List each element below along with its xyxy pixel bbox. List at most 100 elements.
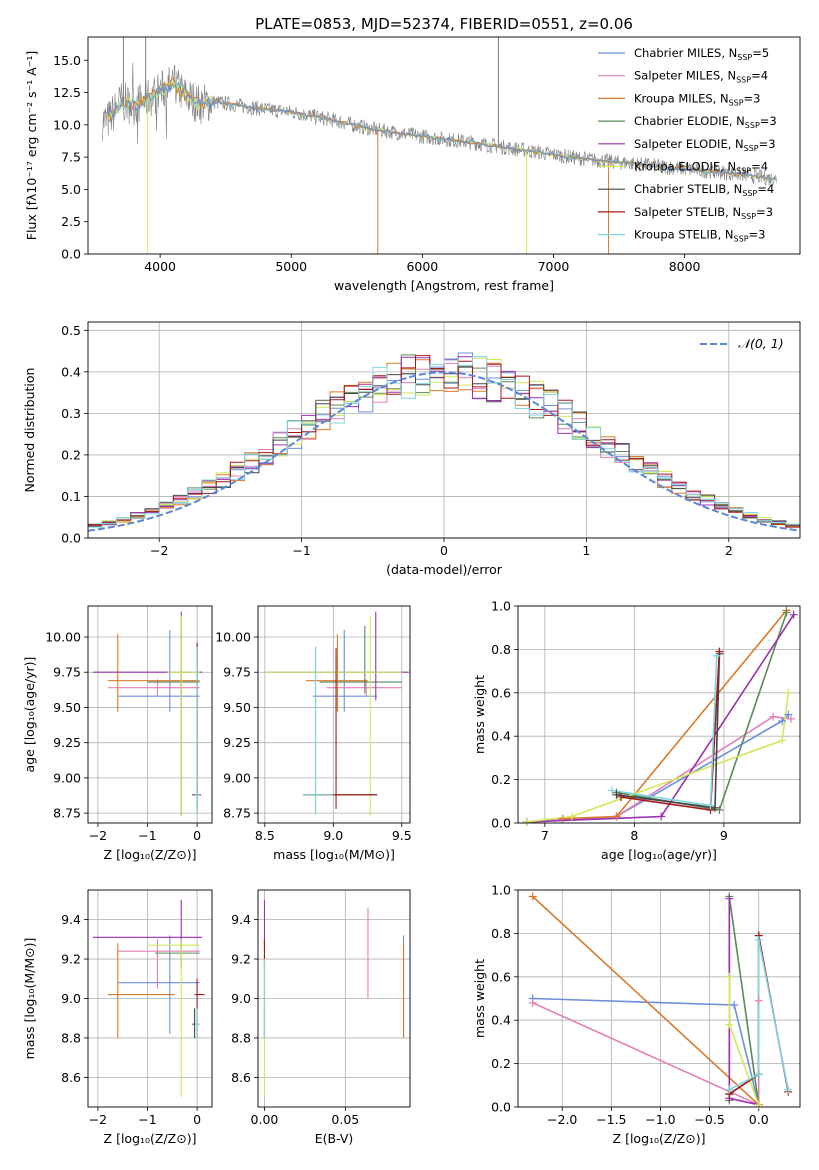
weight-point-salpeter-elodie [657, 812, 666, 821]
y-axis-label: mass [log₁₀(M/M⊙)] [22, 938, 37, 1060]
legend-entry-name: Kroupa MILES, N [634, 91, 729, 105]
weight-point-kroupa-elodie [725, 1020, 734, 1029]
legend-entry-sub: SSP [734, 235, 749, 244]
weight-point-kroupa-miles [612, 812, 621, 821]
legend-entry-name: Chabrier MILES, N [634, 46, 737, 60]
weight-point-salpeter-stelib [616, 792, 625, 801]
weight-point-kroupa-miles [528, 892, 537, 901]
axes-frame [257, 889, 411, 1108]
legend-entry: Kroupa ELODIE, NSSP=4 [634, 160, 768, 176]
legend-entry-sub: SSP [729, 98, 744, 107]
x-tick-label: −1 [138, 828, 156, 843]
weight-point-kroupa-stelib [754, 1070, 763, 1079]
legend-entry-sub: SSP [736, 76, 751, 85]
legend-entry-name: Salpeter ELODIE, N [634, 137, 744, 151]
x-tick-label: 0 [193, 1112, 201, 1127]
y-tick-label: 7.5 [61, 150, 81, 165]
x-tick-label: 7000 [538, 259, 570, 274]
legend-entry-count: =3 [744, 91, 761, 105]
y-tick-label: 8.8 [231, 1030, 251, 1045]
y-tick-label: 8.75 [223, 806, 251, 821]
y-tick-label: 0.0 [491, 1100, 511, 1115]
y-axis-label: mass weight [472, 959, 487, 1038]
plot-area [102, 37, 777, 254]
y-tick-label: 0.1 [61, 489, 81, 504]
x-tick-label: 5000 [275, 259, 307, 274]
legend-entry-name: Salpeter STELIB, N [634, 205, 741, 219]
weight-line-kroupa-miles [532, 895, 760, 1106]
y-tick-label: 9.50 [53, 700, 81, 715]
weight-point-chabrier-elodie [782, 608, 791, 617]
y-tick-label: 2.5 [61, 214, 81, 229]
weight-line-kroupa-stelib [728, 939, 789, 1091]
x-tick-label: 9.5 [392, 828, 412, 843]
x-axis-label: (data-model)/error [386, 562, 503, 577]
weight-point-salpeter-miles [787, 714, 796, 723]
weight-line-kroupa-miles [562, 609, 788, 820]
x-tick-label: 9 [720, 828, 728, 843]
y-axis-label: Normed distribution [22, 368, 37, 493]
legend-entry-count: =4 [751, 69, 768, 83]
plot-area [264, 611, 409, 816]
plot-area [92, 611, 203, 816]
legend-entry-sub: SSP [744, 144, 759, 153]
y-tick-label: 0.4 [61, 364, 81, 379]
legend-entry: Kroupa MILES, NSSP=3 [634, 91, 760, 107]
x-tick-label: −1.0 [645, 1112, 675, 1127]
legend-entry: Chabrier MILES, NSSP=5 [634, 46, 769, 62]
axes-mass-vs-Z: −2 −1 0 8.6 8.8 9.0 9.2 9.4 Z [log₁₀(Z/Z⊙)] mass … [22, 889, 213, 1146]
y-tick-label: 8.6 [61, 1070, 81, 1085]
legend-entry-count: =5 [752, 46, 769, 60]
y-tick-label: 9.75 [53, 665, 81, 680]
y-tick-label: 0.2 [61, 447, 81, 462]
x-tick-label: 6000 [406, 259, 438, 274]
observed-spectrum [102, 62, 777, 186]
axes-age-vs-mass: 8.5 9.0 9.5 8.75 9.00 9.25 9.50 9.75 10.00 mass [… [215, 605, 412, 862]
y-tick-label: 12.5 [53, 85, 81, 100]
legend-entry-sub: SSP [745, 121, 760, 130]
weight-line-salpeter-miles [526, 715, 792, 823]
residual-histogram-salpeter-stelib [88, 355, 800, 528]
axes-frame [87, 605, 213, 824]
x-tick-label: −2 [150, 543, 168, 558]
legend-entry: Salpeter STELIB, NSSP=3 [634, 205, 773, 221]
x-tick-label: 0 [193, 828, 201, 843]
y-tick-label: 9.25 [223, 735, 251, 750]
y-tick-label: 9.75 [223, 665, 251, 680]
x-tick-label: 7 [541, 828, 549, 843]
x-tick-label: −2 [89, 1112, 107, 1127]
weight-point-kroupa-elodie [754, 1100, 763, 1109]
y-tick-label: 0.0 [491, 816, 511, 831]
legend-entry-count: =3 [756, 205, 773, 219]
y-tick-label: 10.0 [53, 117, 81, 132]
weight-point-kroupa-stelib [725, 1085, 734, 1094]
y-tick-label: 0.5 [61, 323, 81, 338]
legend-entry-count: =3 [760, 114, 777, 128]
x-tick-label: 2 [725, 543, 733, 558]
axes-frame [517, 605, 801, 824]
legend-entry: Salpeter ELODIE, NSSP=3 [634, 137, 776, 153]
legend-entry: Kroupa STELIB, NSSP=3 [634, 228, 765, 244]
plot-area [92, 899, 205, 1098]
x-axis-label: wavelength [Angstrom, rest frame] [334, 278, 554, 293]
weight-point-chabrier-miles [730, 1001, 739, 1010]
x-tick-label: 0.0 [749, 1112, 769, 1127]
legend-entry: Salpeter MILES, NSSP=4 [634, 69, 768, 85]
weight-point-chabrier-miles [784, 710, 793, 719]
weight-point-salpeter-miles [754, 996, 763, 1005]
y-tick-label: 9.4 [61, 912, 81, 927]
x-tick-label: 0 [440, 543, 448, 558]
y-tick-label: 15.0 [53, 53, 81, 68]
y-tick-label: 0.3 [61, 406, 81, 421]
x-axis-label: E(B-V) [315, 1131, 354, 1146]
weight-point-kroupa-elodie [784, 688, 793, 697]
x-tick-label: −1.5 [596, 1112, 626, 1127]
legend-entry-count: =3 [759, 137, 776, 151]
y-tick-label: 0.2 [491, 1056, 511, 1071]
weight-line-chabrier-miles [526, 713, 789, 823]
residual-histogram-salpeter-elodie [88, 356, 800, 526]
legend-entry-name: Kroupa ELODIE, N [634, 160, 736, 174]
weight-line-chabrier-stelib [616, 653, 721, 809]
y-tick-label: 9.00 [53, 770, 81, 785]
weight-point-kroupa-stelib [784, 1085, 793, 1094]
